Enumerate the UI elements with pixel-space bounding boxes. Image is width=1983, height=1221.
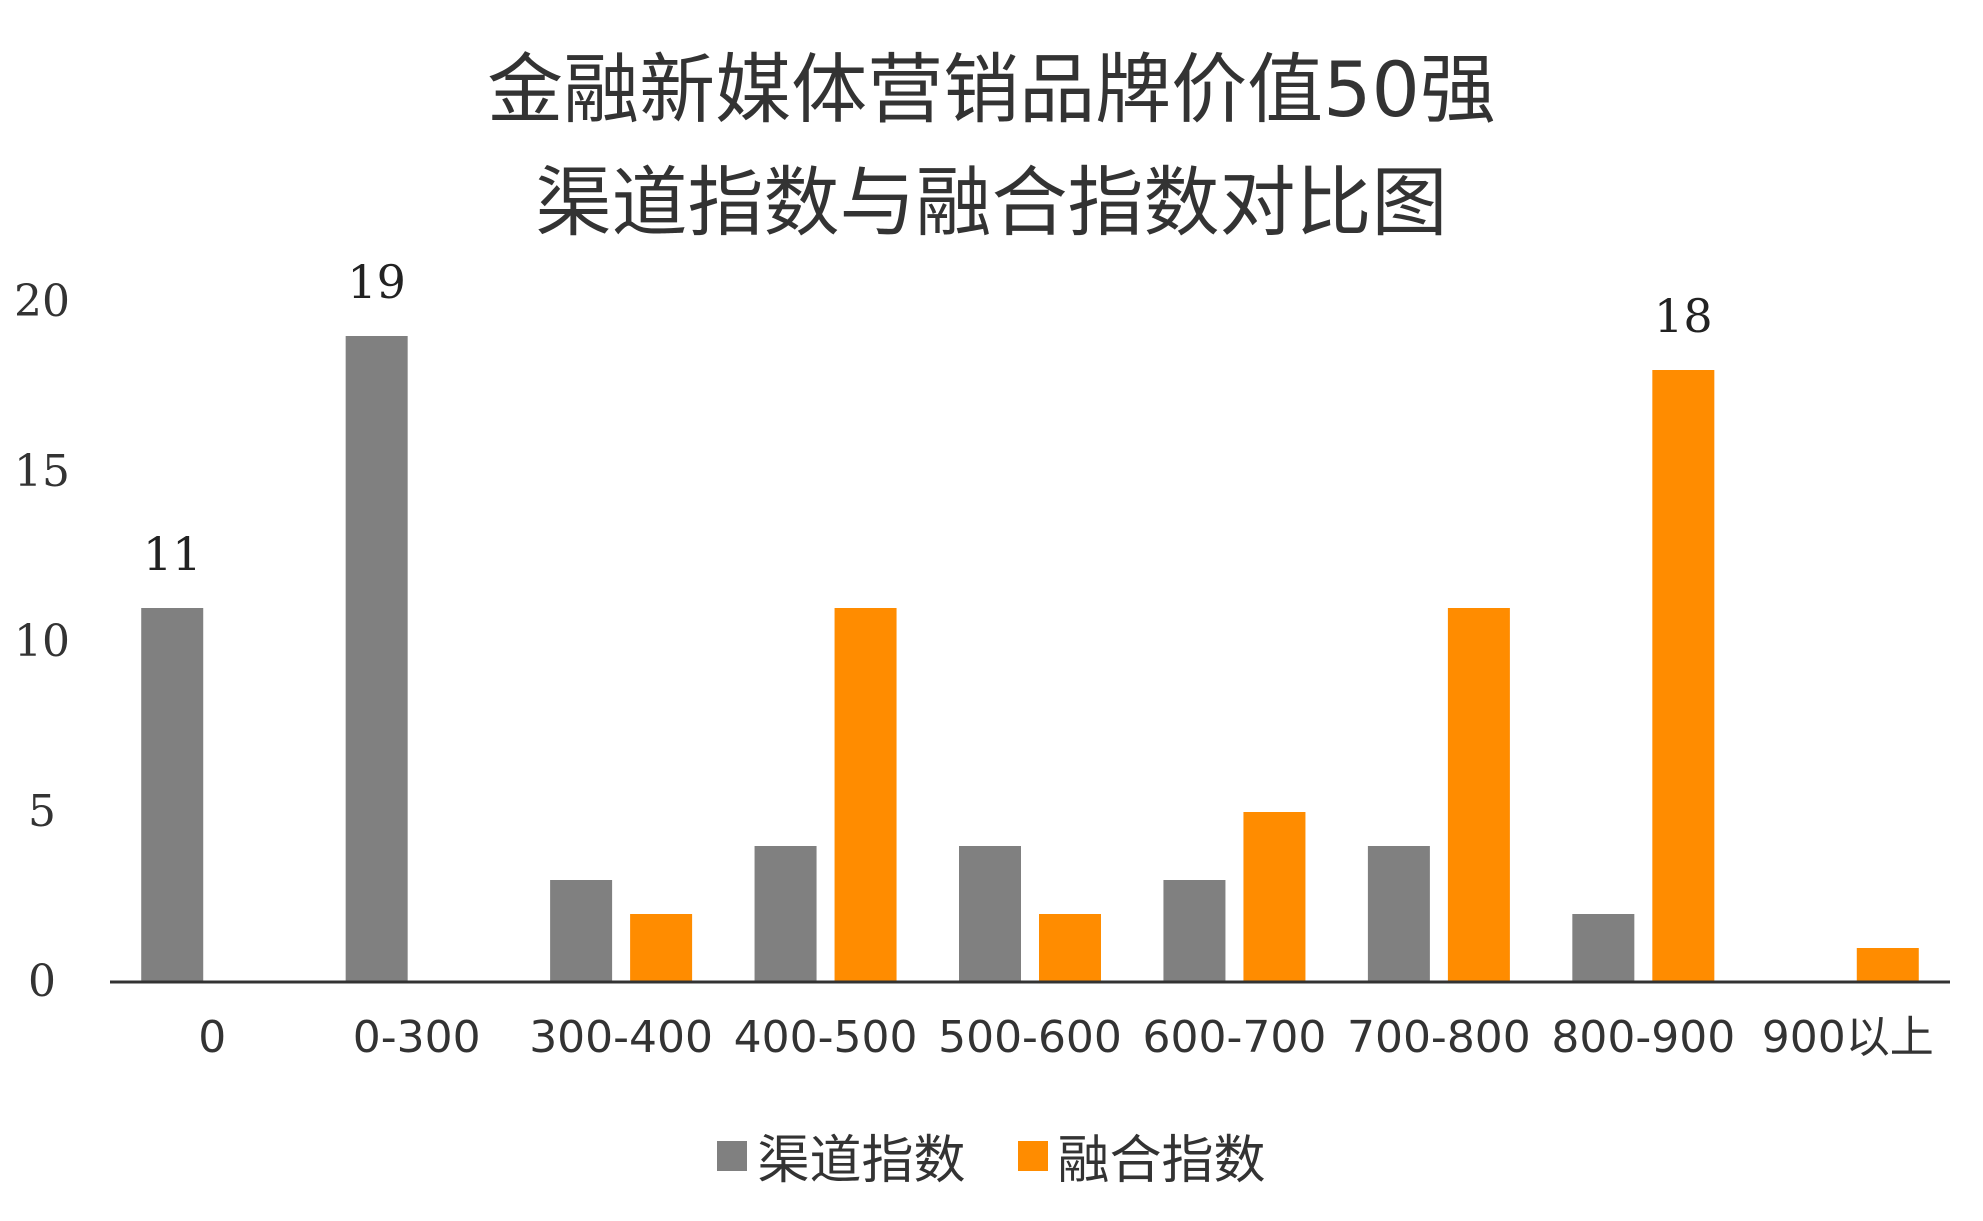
legend-swatch-fusion-index — [1017, 1140, 1048, 1171]
y-tick-label: 0 — [28, 956, 56, 1007]
bar-channel-index — [141, 608, 204, 982]
legend-item-fusion-index: 融合指数 — [1017, 1118, 1266, 1193]
bar-channel-index — [1163, 880, 1226, 982]
bar-fusion-index — [834, 608, 897, 982]
bar-fusion-index — [1447, 608, 1510, 982]
y-tick-label: 20 — [14, 276, 70, 327]
legend-label-fusion-index: 融合指数 — [1057, 1131, 1266, 1191]
bar-fusion-index — [1039, 914, 1101, 982]
chart-title-line2: 渠道指数与融合指数对比图 — [535, 158, 1448, 247]
y-tick-label: 5 — [28, 786, 56, 837]
data-label: 18 — [1654, 289, 1713, 343]
legend-swatch-channel-index — [717, 1140, 748, 1171]
bar-channel-index — [754, 846, 817, 982]
y-tick-label: 10 — [14, 616, 70, 667]
x-tick-label: 700-800 — [1347, 1012, 1531, 1063]
bar-channel-index — [550, 880, 613, 982]
bar-fusion-index — [1243, 812, 1306, 982]
x-tick-label: 400-500 — [734, 1012, 918, 1063]
bar-fusion-index — [630, 914, 693, 982]
data-labels: 11 19 18 — [143, 255, 1713, 581]
bar-channel-index — [1572, 914, 1635, 982]
x-tick-label: 0 — [198, 1012, 226, 1063]
bars — [141, 336, 1919, 982]
data-label: 19 — [347, 255, 406, 309]
bar-channel-index — [345, 336, 408, 982]
x-axis-labels: 0 0-300 300-400 400-500 500-600 600-700 700-80… — [198, 1012, 1934, 1063]
bar-fusion-index — [1856, 948, 1919, 982]
bar-channel-index — [959, 846, 1021, 982]
chart-title-line1: 金融新媒体营销品牌价值50强 — [487, 45, 1496, 134]
x-tick-label: 300-400 — [529, 1012, 713, 1063]
x-tick-label: 900以上 — [1762, 1012, 1934, 1063]
legend-item-channel-index: 渠道指数 — [717, 1118, 966, 1193]
bar-channel-index — [1367, 846, 1430, 982]
x-tick-label: 500-600 — [938, 1012, 1122, 1063]
legend-label-channel-index: 渠道指数 — [757, 1131, 966, 1191]
x-tick-label: 800-900 — [1551, 1012, 1735, 1063]
data-label: 11 — [143, 527, 202, 581]
legend: 渠道指数 融合指数 — [0, 1118, 1983, 1193]
y-axis-ticks: 0 5 10 15 20 — [14, 276, 70, 1007]
bar-fusion-index — [1652, 370, 1715, 982]
x-tick-label: 600-700 — [1143, 1012, 1327, 1063]
y-tick-label: 15 — [14, 446, 70, 497]
x-tick-label: 0-300 — [353, 1012, 481, 1063]
